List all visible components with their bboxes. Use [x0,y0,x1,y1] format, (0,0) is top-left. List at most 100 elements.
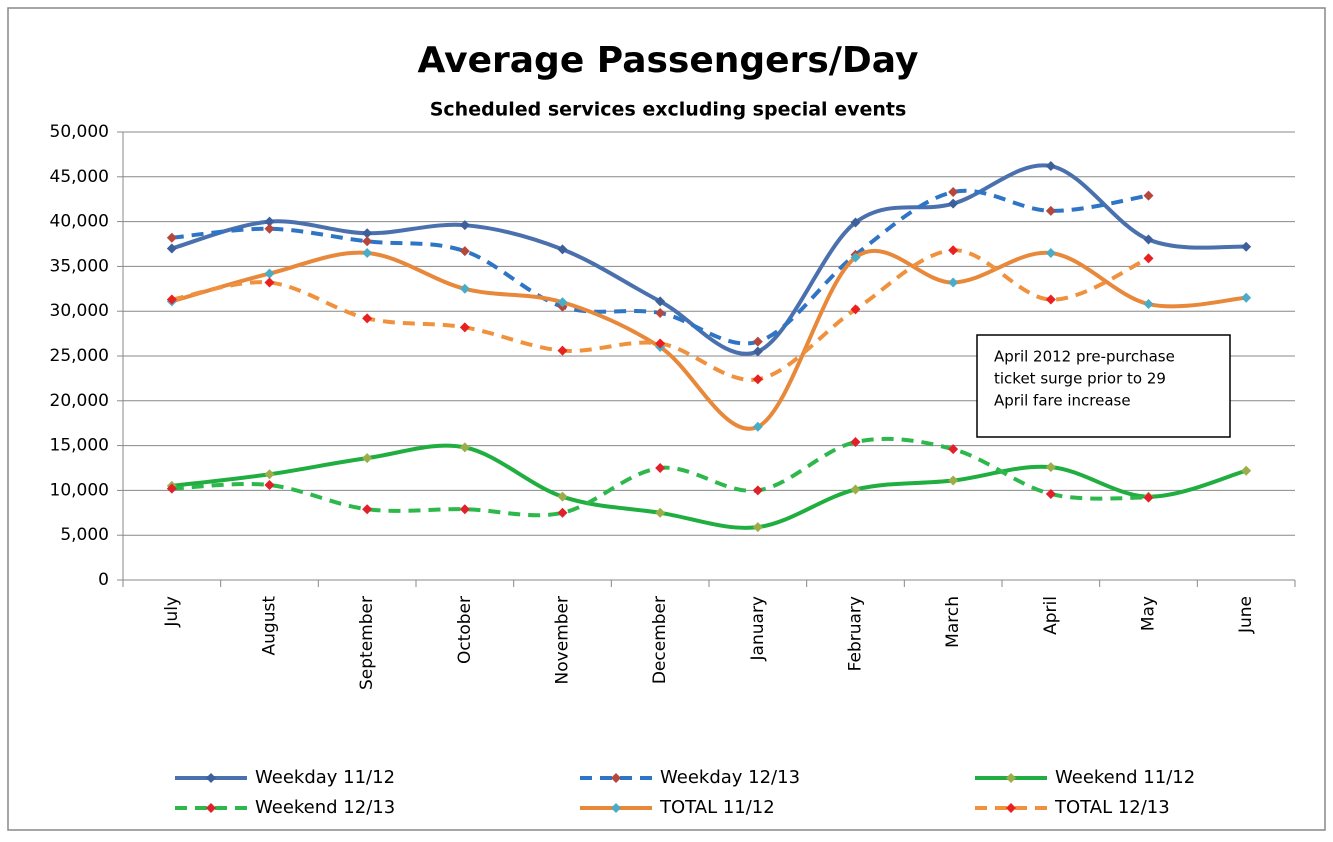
marker [264,277,275,288]
marker [362,313,373,324]
y-tick-label: 30,000 [50,301,109,321]
y-tick-label: 50,000 [50,122,109,142]
marker [264,469,275,480]
marker [362,453,373,464]
annotation-text: April fare increase [994,392,1131,410]
marker [655,507,666,518]
marker [611,773,621,783]
marker [1241,241,1252,252]
marker [655,463,666,473]
x-tick-label: May [1139,596,1159,631]
marker [948,475,959,486]
y-tick-label: 0 [98,570,109,590]
marker [850,484,861,495]
marker [1143,253,1154,264]
y-tick-label: 20,000 [50,391,109,411]
marker [166,294,177,305]
marker [655,338,666,349]
legend-label: Weekend 11/12 [1055,767,1195,788]
y-tick-label: 10,000 [50,480,109,500]
marker [557,345,568,356]
x-tick-label: October [455,596,475,664]
legend-label: Weekend 12/13 [255,797,395,818]
marker [362,504,373,515]
marker [1143,492,1154,503]
marker [948,444,959,455]
marker [850,252,861,263]
marker [1143,190,1154,201]
annotation-box [976,334,1231,438]
legend-label: Weekday 12/13 [660,767,800,788]
marker [948,187,959,198]
marker [264,268,275,279]
marker [752,522,763,533]
marker [459,220,470,231]
marker [655,296,666,307]
annotation-text: April 2012 pre-purchase [994,348,1175,366]
marker [557,507,568,518]
x-tick-label: December [650,596,670,684]
marker [1045,161,1056,172]
marker [459,322,470,333]
x-tick-label: March [943,596,963,648]
marker [1241,292,1252,303]
marker [752,374,763,385]
legend: Weekday 11/12 Weekday 12/13 Weekend 11/12 W… [175,767,1195,818]
y-tick-label: 15,000 [50,436,109,456]
x-tick-label: April [1041,596,1061,635]
marker [1006,773,1016,783]
series [166,161,1252,533]
marker [206,803,216,813]
x-tick-label: January [748,596,768,661]
marker [362,247,373,258]
marker [752,346,763,357]
marker [850,437,861,448]
marker [459,504,470,515]
legend-label: Weekday 11/12 [255,767,395,788]
marker [264,216,275,227]
annotation-text: ticket surge prior to 29 [994,370,1166,388]
marker [948,198,959,209]
marker [948,245,959,256]
x-tick-label: August [260,596,280,656]
chart-title: Average Passengers/Day [418,40,919,81]
marker [362,228,373,239]
marker [166,243,177,254]
marker [166,483,177,494]
marker [264,223,275,234]
marker [166,232,177,243]
marker [1045,462,1056,473]
legend-label: TOTAL 12/13 [1054,797,1170,818]
y-tick-label: 40,000 [50,212,109,232]
marker [1045,205,1056,216]
marker [611,803,621,813]
legend-label: TOTAL 11/12 [659,797,775,818]
marker [752,485,763,496]
y-tick-label: 35,000 [50,256,109,276]
marker [264,480,275,491]
marker [557,244,568,255]
marker [1006,803,1016,813]
chart-subtitle: Scheduled services excluding special eve… [430,99,907,121]
marker [459,246,470,257]
y-tick-label: 25,000 [50,346,109,366]
marker [206,773,216,783]
marker [1143,234,1154,245]
marker [850,304,861,315]
marker [1045,294,1056,305]
x-tick-label: November [553,596,573,684]
marker [1241,465,1252,476]
marker [557,297,568,308]
x-tick-label: February [846,596,866,671]
marker [752,421,763,432]
marker [752,336,763,347]
marker [1143,299,1154,310]
marker [1045,247,1056,258]
series-line [171,248,1150,382]
x-tick-label: September [357,596,377,690]
x-tick-label: July [162,596,182,628]
grid: 0 5,000 10,000 15,000 20,000 25,000 30,000 35,0… [50,122,1296,690]
marker [362,236,373,247]
y-tick-label: 5,000 [60,525,109,545]
